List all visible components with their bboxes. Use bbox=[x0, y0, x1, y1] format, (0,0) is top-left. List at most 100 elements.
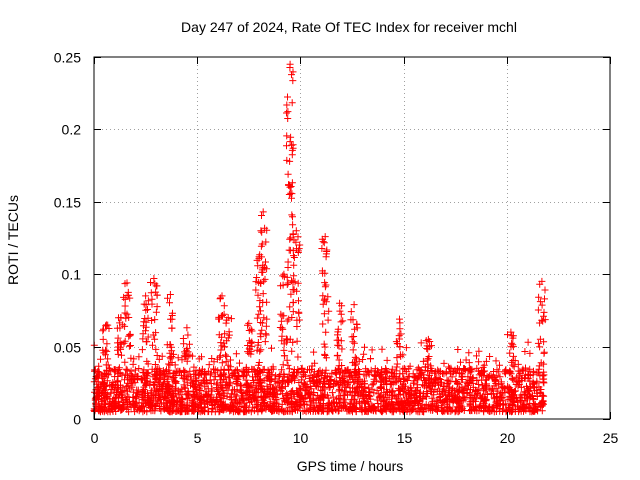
x-tick-label: 10 bbox=[293, 430, 309, 446]
data-point bbox=[322, 298, 330, 306]
data-point bbox=[334, 325, 342, 333]
data-point bbox=[278, 312, 286, 320]
data-point bbox=[234, 407, 242, 415]
data-point bbox=[293, 337, 301, 345]
data-point bbox=[289, 221, 297, 229]
data-point bbox=[400, 374, 408, 382]
data-point bbox=[284, 115, 292, 122]
data-point bbox=[158, 352, 166, 360]
data-point bbox=[405, 372, 413, 380]
data-point bbox=[220, 376, 228, 384]
data-point bbox=[386, 402, 394, 410]
data-point bbox=[417, 371, 425, 379]
data-point bbox=[178, 356, 186, 364]
data-point bbox=[442, 406, 450, 414]
data-point bbox=[499, 393, 507, 401]
data-point bbox=[325, 380, 332, 388]
data-point bbox=[507, 394, 515, 402]
data-point bbox=[180, 381, 188, 389]
data-point bbox=[318, 245, 326, 252]
data-point bbox=[139, 403, 147, 411]
data-point bbox=[316, 401, 324, 409]
data-point bbox=[520, 407, 527, 415]
data-point bbox=[364, 367, 372, 375]
data-point bbox=[252, 286, 260, 294]
data-point bbox=[268, 344, 275, 352]
data-point bbox=[289, 338, 297, 346]
data-point bbox=[155, 371, 163, 379]
data-point bbox=[264, 371, 272, 379]
data-point bbox=[300, 398, 308, 405]
data-point bbox=[261, 338, 269, 346]
data-point bbox=[150, 275, 158, 282]
data-point bbox=[478, 395, 486, 403]
data-point bbox=[237, 403, 245, 410]
data-point bbox=[297, 385, 305, 393]
data-point bbox=[493, 372, 501, 380]
data-point bbox=[165, 385, 172, 392]
x-axis-label: GPS time / hours bbox=[297, 458, 404, 474]
data-point bbox=[324, 293, 332, 301]
data-point bbox=[326, 377, 334, 385]
data-point bbox=[400, 397, 408, 405]
data-point bbox=[368, 346, 376, 354]
data-point bbox=[278, 400, 286, 408]
data-point bbox=[226, 378, 234, 386]
data-point bbox=[289, 278, 297, 286]
data-point bbox=[260, 392, 267, 400]
data-point bbox=[269, 365, 277, 373]
data-point bbox=[142, 318, 150, 326]
data-point bbox=[292, 227, 300, 235]
data-point bbox=[506, 349, 514, 357]
data-point bbox=[380, 397, 387, 405]
data-point bbox=[233, 380, 241, 388]
data-point bbox=[332, 369, 340, 376]
data-point bbox=[393, 378, 401, 386]
data-point bbox=[113, 378, 121, 386]
data-point bbox=[245, 349, 253, 357]
data-point bbox=[482, 357, 490, 365]
data-point bbox=[254, 370, 262, 377]
data-point bbox=[442, 368, 450, 376]
data-point bbox=[525, 403, 533, 411]
data-point bbox=[164, 294, 171, 302]
data-point bbox=[163, 388, 171, 396]
data-point bbox=[152, 288, 160, 296]
data-point bbox=[335, 387, 343, 395]
data-point bbox=[253, 256, 261, 264]
data-point bbox=[324, 401, 332, 409]
data-point bbox=[257, 402, 264, 410]
data-point bbox=[332, 405, 339, 413]
data-point bbox=[321, 283, 329, 291]
data-point bbox=[117, 403, 125, 411]
data-point bbox=[483, 391, 491, 398]
data-point bbox=[397, 330, 405, 338]
data-point bbox=[207, 380, 215, 387]
data-point bbox=[428, 394, 436, 402]
data-point bbox=[440, 383, 448, 390]
data-point bbox=[429, 388, 437, 396]
data-point bbox=[307, 385, 315, 393]
data-point bbox=[189, 387, 197, 395]
data-point bbox=[225, 374, 233, 382]
data-point bbox=[389, 392, 396, 400]
data-point bbox=[261, 402, 269, 409]
data-point bbox=[240, 397, 248, 405]
data-point bbox=[183, 357, 191, 365]
data-point bbox=[346, 373, 354, 381]
data-point bbox=[256, 251, 264, 259]
data-point bbox=[258, 212, 265, 219]
data-point bbox=[457, 358, 464, 366]
data-point bbox=[452, 407, 460, 415]
data-point bbox=[297, 400, 305, 408]
data-point bbox=[431, 402, 439, 410]
data-point bbox=[475, 358, 483, 366]
data-point bbox=[334, 381, 342, 389]
data-point bbox=[428, 387, 435, 395]
data-point bbox=[197, 387, 205, 394]
data-point bbox=[188, 397, 196, 405]
data-point bbox=[140, 300, 148, 308]
data-point bbox=[490, 382, 498, 390]
data-point bbox=[151, 316, 159, 324]
data-point bbox=[328, 389, 336, 397]
